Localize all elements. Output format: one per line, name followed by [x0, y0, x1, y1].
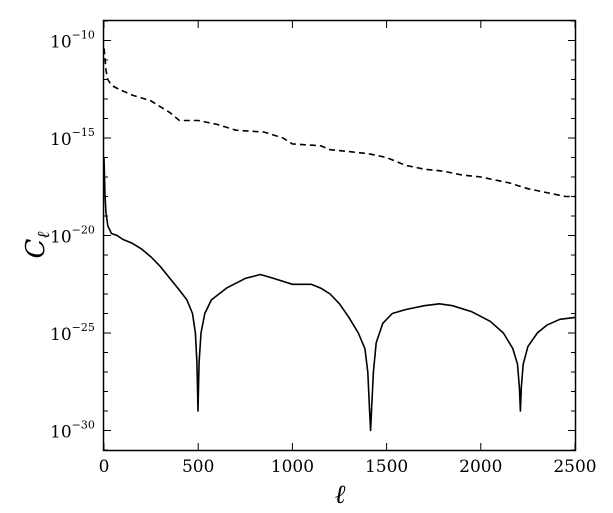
x-ticks: 0 500 1000 1500 2000 2500 [99, 21, 597, 477]
y-tick-label: 10−10 [50, 29, 95, 53]
x-tick-label: 1000 [271, 457, 314, 477]
y-axis-label-sub: ℓ [34, 232, 54, 239]
x-axis-label: ℓ [335, 480, 346, 510]
x-tick-label: 500 [182, 457, 214, 477]
y-tick-label: 10−20 [50, 224, 95, 248]
x-tick-label: 2500 [553, 457, 596, 477]
x-tick-label: 0 [99, 457, 110, 477]
x-tick-label: 1500 [365, 457, 408, 477]
series-line-solid [103, 157, 576, 432]
y-tick-label: 10−30 [50, 419, 95, 443]
series-line-dashed [103, 48, 575, 198]
y-tick-label: 10−15 [50, 126, 95, 150]
x-tick-label: 2000 [459, 457, 502, 477]
plot-frame [102, 19, 577, 452]
y-ticks: 10−10 10−15 10−20 10−25 10−30 [50, 20, 575, 451]
y-axis-label-base: C [21, 239, 51, 259]
y-axis-label: Cℓ [21, 232, 54, 259]
series-lines [103, 48, 576, 432]
y-tick-label: 10−25 [50, 321, 95, 345]
